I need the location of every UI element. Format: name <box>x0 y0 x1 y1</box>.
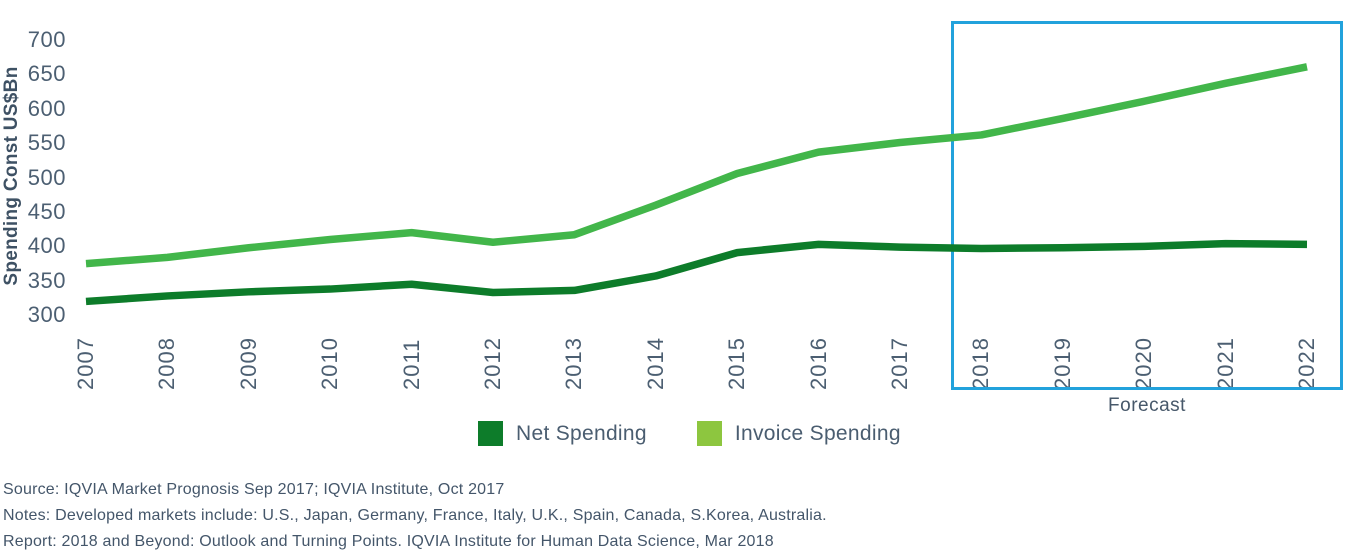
x-tick-label: 2007 <box>73 337 98 390</box>
y-tick-label: 650 <box>27 61 66 87</box>
x-tick-label: 2015 <box>724 337 750 390</box>
x-tick-label: 2010 <box>317 337 343 390</box>
chart-legend: Net Spending Invoice Spending <box>478 421 901 446</box>
y-tick-label: 300 <box>27 302 66 328</box>
footer-report-line: Report: 2018 and Beyond: Outlook and Tur… <box>3 533 774 550</box>
legend-label: Net Spending <box>516 421 647 445</box>
legend-label: Invoice Spending <box>734 421 901 445</box>
legend-item-invoice-spending: Invoice Spending <box>696 421 901 446</box>
legend-swatch-icon <box>696 421 722 446</box>
x-tick-label: 2014 <box>642 337 668 390</box>
footer-source-line: Source: IQVIA Market Prognosis Sep 2017;… <box>3 481 505 498</box>
y-tick-label: 500 <box>27 164 66 190</box>
y-tick-label: 400 <box>27 233 66 259</box>
x-tick-label: 2008 <box>154 337 180 390</box>
y-tick-label: 700 <box>27 27 66 52</box>
y-tick-label: 350 <box>27 267 66 293</box>
x-tick-label: 2013 <box>561 337 587 390</box>
legend-swatch-icon <box>478 421 503 446</box>
y-tick-label: 550 <box>27 130 66 156</box>
y-tick-label: 600 <box>27 95 66 121</box>
forecast-box: Forecast <box>951 21 1343 416</box>
footer-notes-block: Source: IQVIA Market Prognosis Sep 2017;… <box>3 477 827 555</box>
x-tick-label: 2017 <box>887 337 912 390</box>
x-tick-label: 2012 <box>480 337 505 390</box>
x-tick-label: 2016 <box>805 337 831 390</box>
x-tick-label: 2009 <box>235 337 261 390</box>
x-tick-label: 2011 <box>398 338 424 390</box>
legend-item-net-spending: Net Spending <box>478 421 647 446</box>
footer-notes-line: Notes: Developed markets include: U.S., … <box>3 507 827 524</box>
y-tick-label: 450 <box>27 199 66 224</box>
forecast-label: Forecast <box>1108 395 1186 416</box>
